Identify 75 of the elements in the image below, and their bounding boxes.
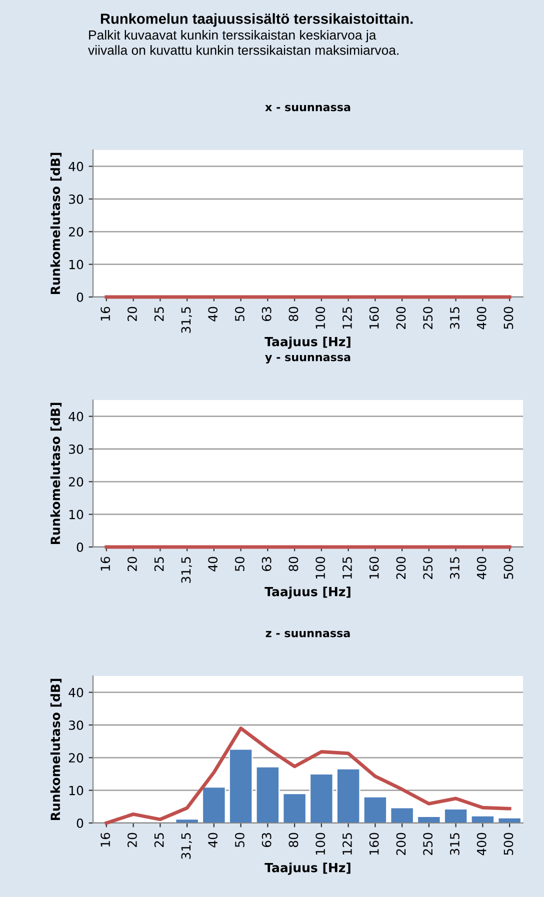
x-tick-label: 50 bbox=[234, 306, 244, 321]
x-tick-label: 160 bbox=[369, 306, 379, 329]
x-axis-title: Taajuus [Hz] bbox=[264, 336, 350, 349]
x-tick-label: 25 bbox=[154, 557, 164, 572]
y-tick-label: 30 bbox=[69, 444, 84, 454]
x-tick-label: 16 bbox=[100, 306, 110, 321]
x-tick-label: 20 bbox=[127, 556, 137, 572]
x-tick-label: 160 bbox=[369, 556, 379, 579]
y-axis-title: Runkomelutaso [dB] bbox=[50, 402, 62, 544]
text: Runkomelun taajuussisältö terssikaistoittain. bbox=[100, 13, 413, 27]
x-tick-label: 80 bbox=[288, 832, 298, 848]
x-tick-label: 80 bbox=[288, 306, 298, 322]
x-tick-label: 250 bbox=[423, 306, 433, 329]
x-tick-label: 400 bbox=[476, 556, 486, 580]
x-tick-label: 125 bbox=[342, 557, 352, 579]
x-tick-label: 100 bbox=[316, 556, 326, 579]
x-tick-label: 100 bbox=[316, 306, 326, 329]
x-tick-label: 500 bbox=[504, 556, 514, 579]
x-tick-label: 250 bbox=[423, 556, 433, 579]
y-axis-title: Runkomelutaso [dB] bbox=[50, 678, 62, 820]
x-tick-label: 63 bbox=[262, 307, 272, 322]
y-tick-label: 0 bbox=[76, 542, 84, 552]
chart-title: x - suunnassa bbox=[265, 104, 350, 112]
y-tick-label: 20 bbox=[68, 227, 84, 237]
x-tick-label: 200 bbox=[396, 306, 406, 329]
y-tick-label: 40 bbox=[68, 412, 84, 422]
y-tick-label: 0 bbox=[76, 292, 84, 302]
y-tick-label: 40 bbox=[68, 162, 84, 172]
x-tick-label: 315 bbox=[450, 557, 460, 579]
x-tick-label: 40 bbox=[208, 306, 218, 322]
x-tick-label: 16 bbox=[100, 556, 110, 571]
y-tick-label: 40 bbox=[68, 688, 84, 698]
y-tick-label: 10 bbox=[69, 510, 84, 520]
x-tick-label: 20 bbox=[127, 832, 137, 848]
x-tick-label: 50 bbox=[234, 556, 244, 571]
y-tick-label: 10 bbox=[69, 786, 84, 796]
x-tick-label: 500 bbox=[504, 832, 514, 855]
x-tick-label: 315 bbox=[450, 307, 460, 329]
y-tick-label: 0 bbox=[76, 818, 84, 828]
line-series bbox=[104, 726, 512, 825]
y-tick-label: 30 bbox=[69, 720, 84, 730]
x-tick-label: 100 bbox=[316, 832, 326, 855]
y-tick-label: 10 bbox=[69, 260, 84, 270]
x-tick-label: 400 bbox=[476, 306, 486, 330]
x-tick-label: 160 bbox=[369, 832, 379, 855]
text: Palkit kuvaavat kunkin terssikaistan keskiarvoa ja viivalla on kuvattu kunkin terssikaistan maksimiarvoa. bbox=[88, 30, 398, 55]
chart-title: y - suunnassa bbox=[265, 354, 350, 364]
x-tick-label: 31,5 bbox=[181, 557, 192, 583]
x-tick-label: 63 bbox=[262, 833, 272, 848]
x-tick-label: 200 bbox=[396, 832, 406, 855]
x-tick-label: 40 bbox=[208, 832, 218, 848]
x-tick-label: 31,5 bbox=[181, 833, 192, 859]
x-tick-label: 315 bbox=[450, 833, 460, 855]
x-tick-label: 50 bbox=[234, 832, 244, 847]
x-axis-title: Taajuus [Hz] bbox=[264, 586, 350, 599]
y-tick-label: 30 bbox=[69, 194, 84, 204]
x-tick-label: 125 bbox=[342, 307, 352, 329]
chart-title: z - suunnassa bbox=[266, 630, 350, 638]
x-tick-label: 16 bbox=[100, 832, 110, 847]
x-tick-label: 400 bbox=[476, 832, 486, 856]
x-axis-title: Taajuus [Hz] bbox=[264, 862, 350, 875]
y-axis-title: Runkomelutaso [dB] bbox=[50, 152, 62, 294]
x-tick-label: 500 bbox=[504, 306, 514, 329]
x-tick-label: 40 bbox=[208, 556, 218, 572]
x-tick-label: 250 bbox=[423, 832, 433, 855]
x-tick-label: 31,5 bbox=[181, 307, 192, 333]
x-tick-label: 20 bbox=[127, 306, 137, 322]
x-tick-label: 25 bbox=[154, 833, 164, 848]
x-tick-label: 80 bbox=[288, 556, 298, 572]
x-tick-label: 25 bbox=[154, 307, 164, 322]
y-tick-label: 20 bbox=[68, 753, 84, 763]
x-tick-label: 63 bbox=[262, 557, 272, 572]
y-tick-label: 20 bbox=[68, 477, 84, 487]
x-tick-label: 200 bbox=[396, 556, 406, 579]
x-tick-label: 125 bbox=[342, 833, 352, 855]
